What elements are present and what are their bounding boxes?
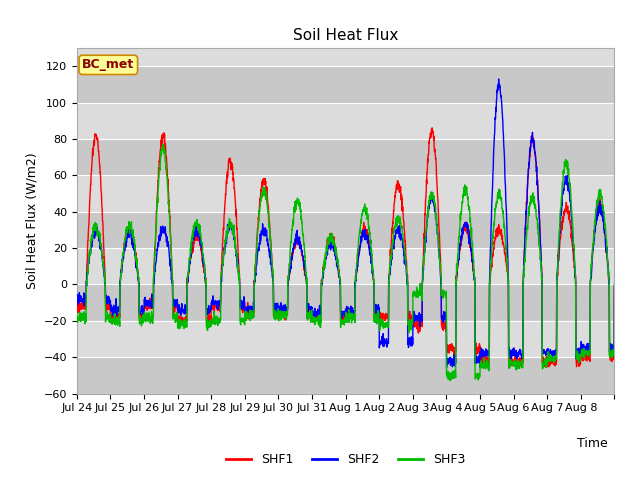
SHF3	[159, 142, 166, 147]
SHF3	[604, 250, 611, 256]
SHF3	[127, 221, 134, 227]
Line: SHF3: SHF3	[77, 144, 614, 381]
Bar	[77, 357, 614, 394]
SHF2	[604, 254, 611, 260]
Bar	[77, 212, 614, 248]
SHF2	[538, 277, 546, 283]
SHF3	[243, 315, 251, 321]
SHF1	[127, 227, 134, 233]
SHF2	[243, 308, 250, 313]
SHF1	[243, 309, 250, 314]
SHF2	[508, 348, 516, 353]
SHF2	[127, 230, 134, 236]
SHF3	[611, 281, 618, 287]
Bar	[77, 248, 614, 285]
SHF3	[538, 284, 546, 289]
SHF2	[495, 76, 502, 82]
Line: SHF2: SHF2	[77, 79, 614, 368]
SHF1	[538, 282, 546, 288]
Legend: SHF1, SHF2, SHF3: SHF1, SHF2, SHF3	[221, 448, 470, 471]
SHF3	[508, 360, 516, 366]
SHF1	[479, 364, 486, 370]
Y-axis label: Soil Heat Flux (W/m2): Soil Heat Flux (W/m2)	[25, 153, 38, 289]
Bar	[77, 66, 614, 103]
SHF1	[508, 356, 516, 361]
SHF1	[604, 255, 611, 261]
SHF2	[611, 282, 618, 288]
Text: Time: Time	[577, 437, 608, 450]
Bar	[77, 103, 614, 139]
Bar	[77, 175, 614, 212]
SHF2	[73, 297, 81, 303]
Bar	[77, 285, 614, 321]
SHF1	[611, 284, 618, 290]
SHF2	[378, 339, 385, 345]
Bar	[77, 321, 614, 357]
SHF1	[378, 317, 385, 323]
Line: SHF1: SHF1	[77, 128, 614, 367]
SHF3	[73, 310, 81, 315]
Text: BC_met: BC_met	[82, 59, 134, 72]
SHF3	[378, 319, 386, 324]
SHF2	[443, 365, 451, 371]
Bar	[77, 139, 614, 175]
SHF3	[447, 378, 454, 384]
SHF1	[73, 299, 81, 305]
SHF1	[428, 125, 436, 131]
Title: Soil Heat Flux: Soil Heat Flux	[293, 28, 398, 43]
